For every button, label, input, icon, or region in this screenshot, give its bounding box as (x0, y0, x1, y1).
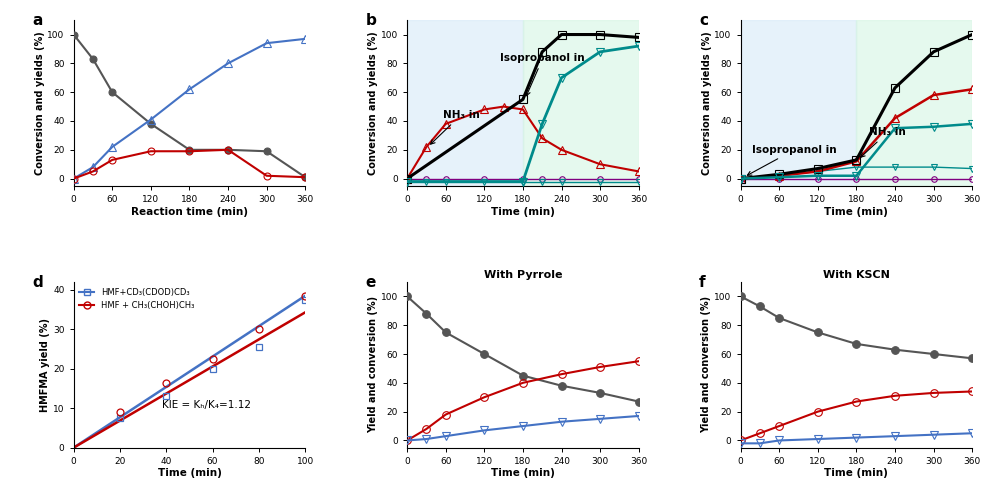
Bar (740, 20, 856, 186)
Text: c: c (699, 14, 708, 29)
X-axis label: Time (min): Time (min) (825, 468, 889, 478)
Y-axis label: HMFMA yield (%): HMFMA yield (%) (40, 318, 50, 412)
X-axis label: Time (min): Time (min) (157, 468, 221, 478)
Text: KIE = Kₕ/K₄=1.12: KIE = Kₕ/K₄=1.12 (162, 400, 250, 410)
Text: e: e (365, 275, 376, 290)
X-axis label: Reaction time (min): Reaction time (min) (131, 207, 247, 217)
Title: With Pyrrole: With Pyrrole (484, 270, 562, 280)
Bar (522, 20, 638, 186)
Text: f: f (699, 275, 705, 290)
Bar (856, 20, 972, 186)
X-axis label: Time (min): Time (min) (491, 207, 555, 217)
X-axis label: Time (min): Time (min) (825, 207, 889, 217)
Y-axis label: Conversion and yields (%): Conversion and yields (%) (34, 31, 44, 175)
Bar (408, 20, 522, 186)
Y-axis label: Conversion and yields (%): Conversion and yields (%) (701, 31, 712, 175)
X-axis label: Time (min): Time (min) (491, 468, 555, 478)
Title: With KSCN: With KSCN (823, 270, 890, 280)
Text: d: d (32, 275, 42, 290)
Text: Isopropanol in: Isopropanol in (501, 53, 585, 96)
Text: b: b (365, 14, 376, 29)
Text: NH₃ in: NH₃ in (431, 110, 479, 144)
Text: Isopropanol in: Isopropanol in (747, 145, 837, 175)
Y-axis label: Yield and conversion (%): Yield and conversion (%) (701, 296, 712, 434)
Text: a: a (32, 14, 42, 29)
Y-axis label: Yield and conversion (%): Yield and conversion (%) (368, 296, 378, 434)
Legend: HMF+CD₃(CDOD)CD₃, HMF + CH₃(CHOH)CH₃: HMF+CD₃(CDOD)CD₃, HMF + CH₃(CHOH)CH₃ (78, 286, 196, 312)
Text: NH₃ in: NH₃ in (860, 127, 906, 157)
Y-axis label: Conversion and yields (%): Conversion and yields (%) (368, 31, 378, 175)
